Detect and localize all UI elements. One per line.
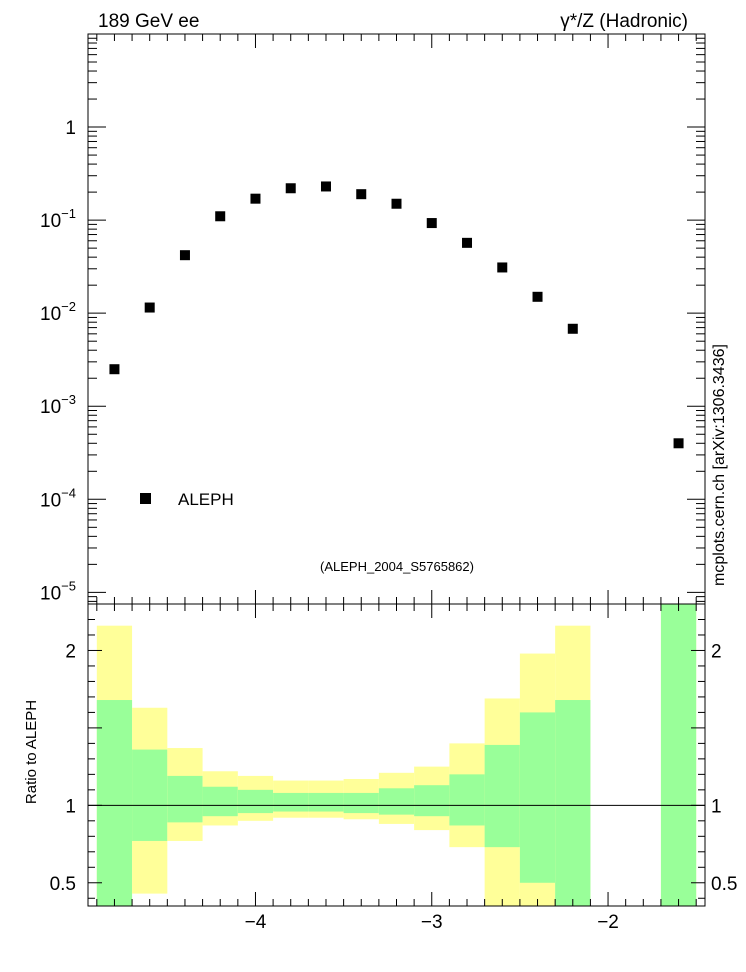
y-tick-label: 10−2	[40, 299, 76, 325]
ratio-band-inner	[167, 775, 203, 823]
ratio-band-inner	[132, 749, 168, 841]
data-point	[250, 193, 261, 204]
main-data-markers	[109, 181, 684, 449]
data-point	[144, 302, 155, 313]
ratio-y-tick-label-left: 2	[65, 641, 76, 662]
data-point	[356, 189, 367, 200]
y-tick-label: 10−3	[40, 392, 76, 418]
ratio-y-tick-label-left: 1	[65, 796, 76, 817]
ratio-band-inner	[237, 789, 274, 814]
ratio-band-inner	[202, 786, 238, 817]
y-tick-label: 10−1	[40, 206, 76, 232]
ratio-band-inner	[555, 700, 591, 906]
data-point	[109, 364, 120, 375]
ratio-band-inner	[273, 792, 309, 812]
data-point	[320, 181, 331, 192]
ratio-y-tick-label-right: 0.5	[711, 874, 737, 895]
ratio-y-tick-labels: 0.5 0.5 1 1 2 2	[50, 641, 738, 894]
y-tick-label: 10−5	[40, 578, 76, 604]
analysis-id: (ALEPH_2004_S5765862)	[320, 559, 474, 574]
ratio-y-axis-label: Ratio to ALEPH	[23, 700, 40, 804]
ratio-band-inner	[660, 604, 697, 906]
ratio-band-inner	[96, 700, 133, 906]
ratio-y-tick-label-right: 1	[711, 796, 722, 817]
data-point	[285, 183, 296, 194]
ratio-band-inner	[449, 774, 485, 826]
ratio-band-inner	[414, 785, 450, 817]
ratio-bands	[96, 604, 697, 906]
data-point	[462, 237, 473, 248]
data-point	[179, 250, 190, 261]
data-point	[426, 218, 437, 229]
ratio-band-inner	[343, 792, 379, 814]
data-point	[567, 323, 578, 334]
data-point	[532, 291, 543, 302]
ratio-band-inner	[519, 712, 556, 883]
ratio-band-inner	[378, 788, 415, 815]
ratio-y-tick-label-right: 2	[711, 641, 722, 662]
y-tick-label: 10−4	[40, 485, 76, 511]
legend-marker	[140, 493, 151, 504]
main-frame	[87, 33, 706, 605]
header-right: γ*/Z (Hadronic)	[560, 11, 688, 32]
main-y-tick-labels: 1 10−1 10−2 10−3 10−4 10−5	[40, 118, 76, 604]
ratio-band-inner	[308, 792, 344, 812]
data-point	[673, 438, 684, 449]
x-tick-label: −2	[597, 912, 619, 933]
data-point	[215, 211, 226, 222]
x-tick-label: −4	[245, 912, 267, 933]
x-tick-label: −3	[421, 912, 443, 933]
watermark: mcplots.cern.ch [arXiv:1306.3436]	[711, 344, 728, 586]
main-axis-ticks	[88, 34, 705, 604]
ratio-band-inner	[484, 744, 520, 848]
data-point	[497, 262, 508, 273]
header-left: 189 GeV ee	[98, 11, 199, 32]
ratio-y-tick-label-left: 0.5	[50, 874, 76, 895]
ratio-x-tick-labels: −4 −3 −2	[245, 912, 619, 933]
ratio-axis-ticks	[88, 603, 705, 906]
legend-label: ALEPH	[178, 490, 234, 509]
data-point	[391, 198, 402, 209]
y-tick-label: 1	[65, 118, 76, 139]
